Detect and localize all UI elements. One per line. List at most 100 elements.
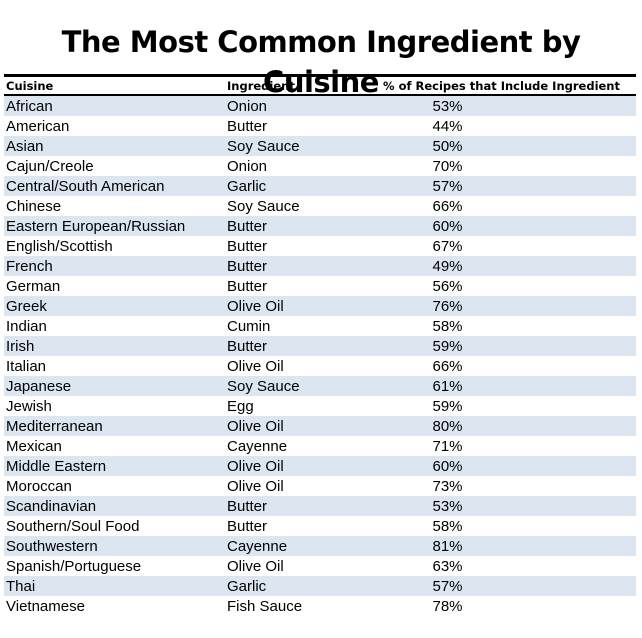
cell-cuisine: Chinese bbox=[6, 197, 62, 215]
table-row: Southwestern Cayenne 81% bbox=[4, 536, 636, 556]
cell-cuisine: Mexican bbox=[6, 437, 62, 455]
cell-percent: 60% bbox=[432, 217, 463, 235]
cell-percent: 63% bbox=[432, 557, 463, 575]
cell-ingredient: Onion bbox=[227, 157, 268, 175]
cell-cuisine: Spanish/Portuguese bbox=[6, 557, 142, 575]
cell-cuisine: Indian bbox=[6, 317, 47, 335]
cell-percent: 73% bbox=[432, 477, 463, 495]
cell-cuisine: German bbox=[6, 277, 61, 295]
cell-percent: 66% bbox=[432, 197, 463, 215]
cell-percent: 78% bbox=[432, 597, 463, 615]
cell-percent: 58% bbox=[432, 517, 463, 535]
cell-percent: 61% bbox=[432, 377, 463, 395]
table-header: Cuisine Ingredient % of Recipes that Inc… bbox=[4, 77, 636, 96]
table-row: Thai Garlic 57% bbox=[4, 576, 636, 596]
table-row: German Butter 56% bbox=[4, 276, 636, 296]
cell-percent: 53% bbox=[432, 97, 463, 115]
page-title: The Most Common Ingredient by Cuisine bbox=[61, 25, 581, 99]
table-row: Japanese Soy Sauce 61% bbox=[4, 376, 636, 396]
header-ingredient: Ingredient bbox=[227, 78, 295, 93]
table-row: Eastern European/Russian Butter 60% bbox=[4, 216, 636, 236]
cell-cuisine: Mediterranean bbox=[6, 417, 103, 435]
table-row: Italian Olive Oil 66% bbox=[4, 356, 636, 376]
cuisine-ingredient-table: Cuisine Ingredient % of Recipes that Inc… bbox=[4, 74, 636, 616]
cell-percent: 70% bbox=[432, 157, 463, 175]
table-row: French Butter 49% bbox=[4, 256, 636, 276]
table-row: Greek Olive Oil 76% bbox=[4, 296, 636, 316]
cell-percent: 57% bbox=[432, 177, 463, 195]
table-row: Chinese Soy Sauce 66% bbox=[4, 196, 636, 216]
cell-cuisine: Asian bbox=[6, 137, 44, 155]
cell-ingredient: Butter bbox=[227, 237, 268, 255]
cell-cuisine: Jewish bbox=[6, 397, 52, 415]
table-row: Central/South American Garlic 57% bbox=[4, 176, 636, 196]
cell-cuisine: Vietnamese bbox=[6, 597, 85, 615]
table-row: Middle Eastern Olive Oil 60% bbox=[4, 456, 636, 476]
table-row: Mediterranean Olive Oil 80% bbox=[4, 416, 636, 436]
table-row: Irish Butter 59% bbox=[4, 336, 636, 356]
table-row: Southern/Soul Food Butter 58% bbox=[4, 516, 636, 536]
cell-ingredient: Cayenne bbox=[227, 537, 288, 555]
cell-cuisine: Cajun/Creole bbox=[6, 157, 94, 175]
cell-ingredient: Butter bbox=[227, 497, 268, 515]
cell-cuisine: Southern/Soul Food bbox=[6, 517, 140, 535]
cell-cuisine: American bbox=[6, 117, 70, 135]
cell-ingredient: Olive Oil bbox=[227, 357, 284, 375]
cell-cuisine: Irish bbox=[6, 337, 35, 355]
cell-ingredient: Butter bbox=[227, 117, 268, 135]
cell-ingredient: Butter bbox=[227, 277, 268, 295]
cell-percent: 76% bbox=[432, 297, 463, 315]
cell-ingredient: Onion bbox=[227, 97, 268, 115]
cell-percent: 60% bbox=[432, 457, 463, 475]
cell-ingredient: Olive Oil bbox=[227, 297, 284, 315]
cell-ingredient: Butter bbox=[227, 257, 268, 275]
cell-cuisine: Japanese bbox=[6, 377, 72, 395]
table-row: Mexican Cayenne 71% bbox=[4, 436, 636, 456]
cell-cuisine: French bbox=[6, 257, 53, 275]
cell-ingredient: Cayenne bbox=[227, 437, 288, 455]
cell-ingredient: Butter bbox=[227, 337, 268, 355]
table-row: Jewish Egg 59% bbox=[4, 396, 636, 416]
table-row: Scandinavian Butter 53% bbox=[4, 496, 636, 516]
cell-cuisine: Southwestern bbox=[6, 537, 98, 555]
cell-percent: 56% bbox=[432, 277, 463, 295]
cell-ingredient: Cumin bbox=[227, 317, 271, 335]
cell-cuisine: Middle Eastern bbox=[6, 457, 107, 475]
cell-percent: 71% bbox=[432, 437, 463, 455]
cell-cuisine: Italian bbox=[6, 357, 47, 375]
cell-cuisine: Greek bbox=[6, 297, 47, 315]
table-row: Cajun/Creole Onion 70% bbox=[4, 156, 636, 176]
cell-percent: 50% bbox=[432, 137, 463, 155]
table-body: African Onion 53% American Butter 44% Asian Soy… bbox=[4, 96, 636, 616]
cell-ingredient: Garlic bbox=[227, 177, 267, 195]
cell-percent: 44% bbox=[432, 117, 463, 135]
cell-percent: 58% bbox=[432, 317, 463, 335]
cell-ingredient: Olive Oil bbox=[227, 417, 284, 435]
table-row: Spanish/Portuguese Olive Oil 63% bbox=[4, 556, 636, 576]
header-percent: % of Recipes that Include Ingredient bbox=[383, 78, 620, 93]
cell-ingredient: Egg bbox=[227, 397, 254, 415]
cell-ingredient: Soy Sauce bbox=[227, 137, 300, 155]
cell-cuisine: Moroccan bbox=[6, 477, 72, 495]
table-row: Moroccan Olive Oil 73% bbox=[4, 476, 636, 496]
cell-cuisine: Scandinavian bbox=[6, 497, 97, 515]
cell-ingredient: Butter bbox=[227, 217, 268, 235]
table-row: English/Scottish Butter 67% bbox=[4, 236, 636, 256]
cell-percent: 80% bbox=[432, 417, 463, 435]
table-row: Vietnamese Fish Sauce 78% bbox=[4, 596, 636, 616]
table-row: Indian Cumin 58% bbox=[4, 316, 636, 336]
table-row: Asian Soy Sauce 50% bbox=[4, 136, 636, 156]
cell-ingredient: Garlic bbox=[227, 577, 267, 595]
cell-ingredient: Soy Sauce bbox=[227, 197, 300, 215]
cell-ingredient: Olive Oil bbox=[227, 477, 284, 495]
cell-percent: 59% bbox=[432, 397, 463, 415]
cell-percent: 66% bbox=[432, 357, 463, 375]
cell-cuisine: Eastern European/Russian bbox=[6, 217, 186, 235]
header-cuisine: Cuisine bbox=[6, 78, 54, 93]
cell-ingredient: Soy Sauce bbox=[227, 377, 300, 395]
cell-ingredient: Butter bbox=[227, 517, 268, 535]
table-row: African Onion 53% bbox=[4, 96, 636, 116]
cell-percent: 81% bbox=[432, 537, 463, 555]
cell-percent: 49% bbox=[432, 257, 463, 275]
cell-ingredient: Fish Sauce bbox=[227, 597, 303, 615]
